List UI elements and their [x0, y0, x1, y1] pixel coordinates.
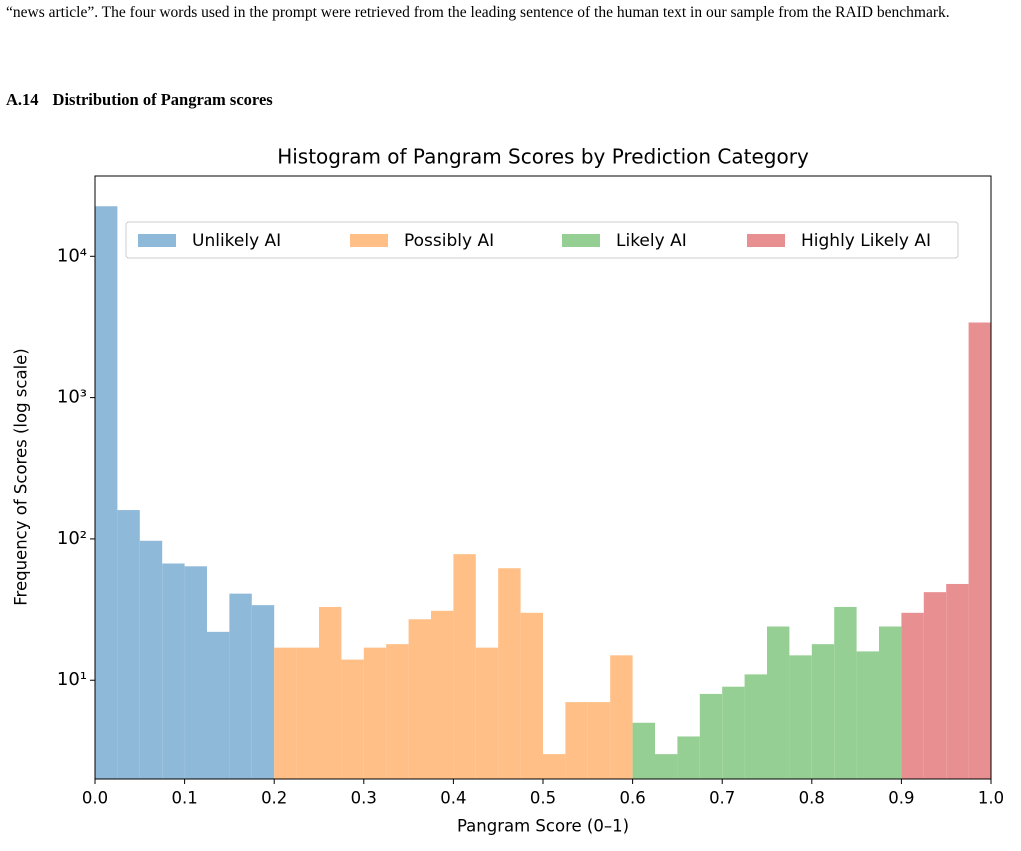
y-tick-label: 10⁴	[57, 245, 87, 266]
legend-swatch	[747, 234, 785, 247]
bar	[699, 693, 723, 779]
bar	[251, 605, 275, 779]
bar	[475, 647, 499, 779]
bar	[363, 647, 387, 779]
bar	[184, 566, 207, 779]
section-title: Distribution of Pangram scores	[52, 90, 273, 109]
bar	[95, 206, 118, 780]
bar	[901, 612, 924, 779]
bar	[767, 626, 790, 779]
bar	[946, 583, 969, 779]
chart: Histogram of Pangram Scores by Predictio…	[12, 145, 1005, 836]
bar	[408, 619, 431, 779]
bar	[789, 655, 812, 779]
legend-box	[125, 221, 959, 259]
chart-title: Histogram of Pangram Scores by Predictio…	[277, 145, 809, 169]
y-tick-label: 10²	[57, 528, 87, 549]
x-axis-label: Pangram Score (0–1)	[457, 817, 629, 836]
x-tick-label: 0.1	[171, 789, 197, 808]
bar	[587, 702, 611, 779]
bar	[498, 568, 521, 779]
x-tick-label: 0.5	[530, 789, 556, 808]
bar	[296, 647, 319, 779]
x-tick-label: 0.6	[619, 789, 645, 808]
bar	[543, 754, 566, 779]
bar	[632, 722, 655, 779]
legend-swatch	[138, 234, 176, 247]
x-tick-label: 0.7	[709, 789, 735, 808]
bar	[923, 592, 947, 779]
legend-label: Likely AI	[616, 231, 687, 251]
bar	[386, 644, 409, 779]
bar	[655, 754, 678, 779]
bar	[565, 702, 588, 779]
bar	[341, 659, 364, 779]
legend-label: Possibly AI	[404, 231, 494, 251]
bar	[811, 644, 835, 779]
legend-swatch	[350, 234, 388, 247]
bar	[834, 606, 857, 779]
y-tick-label: 10¹	[57, 669, 87, 690]
bar	[610, 655, 633, 779]
y-tick-label: 10³	[57, 387, 87, 408]
legend-swatch	[562, 234, 600, 247]
legend-label: Unlikely AI	[192, 231, 281, 251]
bar	[856, 651, 879, 779]
x-tick-label: 1.0	[978, 789, 1004, 808]
bar	[677, 736, 700, 779]
paragraph: “news article”. The four words used in t…	[6, 4, 950, 21]
bar	[453, 554, 476, 779]
x-tick-label: 0.0	[82, 789, 108, 808]
bar	[879, 626, 902, 779]
section-heading: A.14 Distribution of Pangram scores	[6, 90, 1014, 110]
bar	[319, 606, 342, 779]
bar	[431, 610, 454, 779]
bar	[229, 593, 252, 779]
bar	[520, 612, 543, 779]
bar	[274, 647, 297, 779]
bar	[117, 510, 140, 779]
section-number: A.14	[6, 90, 39, 109]
bar	[968, 322, 991, 779]
bar	[162, 563, 185, 779]
x-tick-label: 0.8	[799, 789, 825, 808]
x-tick-label: 0.4	[440, 789, 466, 808]
legend-label: Highly Likely AI	[801, 231, 931, 251]
bar	[744, 674, 767, 779]
y-axis-label: Frequency of Scores (log scale)	[12, 348, 31, 605]
x-tick-label: 0.9	[888, 789, 914, 808]
x-tick-label: 0.2	[261, 789, 287, 808]
bar	[722, 686, 745, 779]
bar	[139, 540, 163, 779]
x-tick-label: 0.3	[351, 789, 377, 808]
bar	[207, 631, 230, 779]
